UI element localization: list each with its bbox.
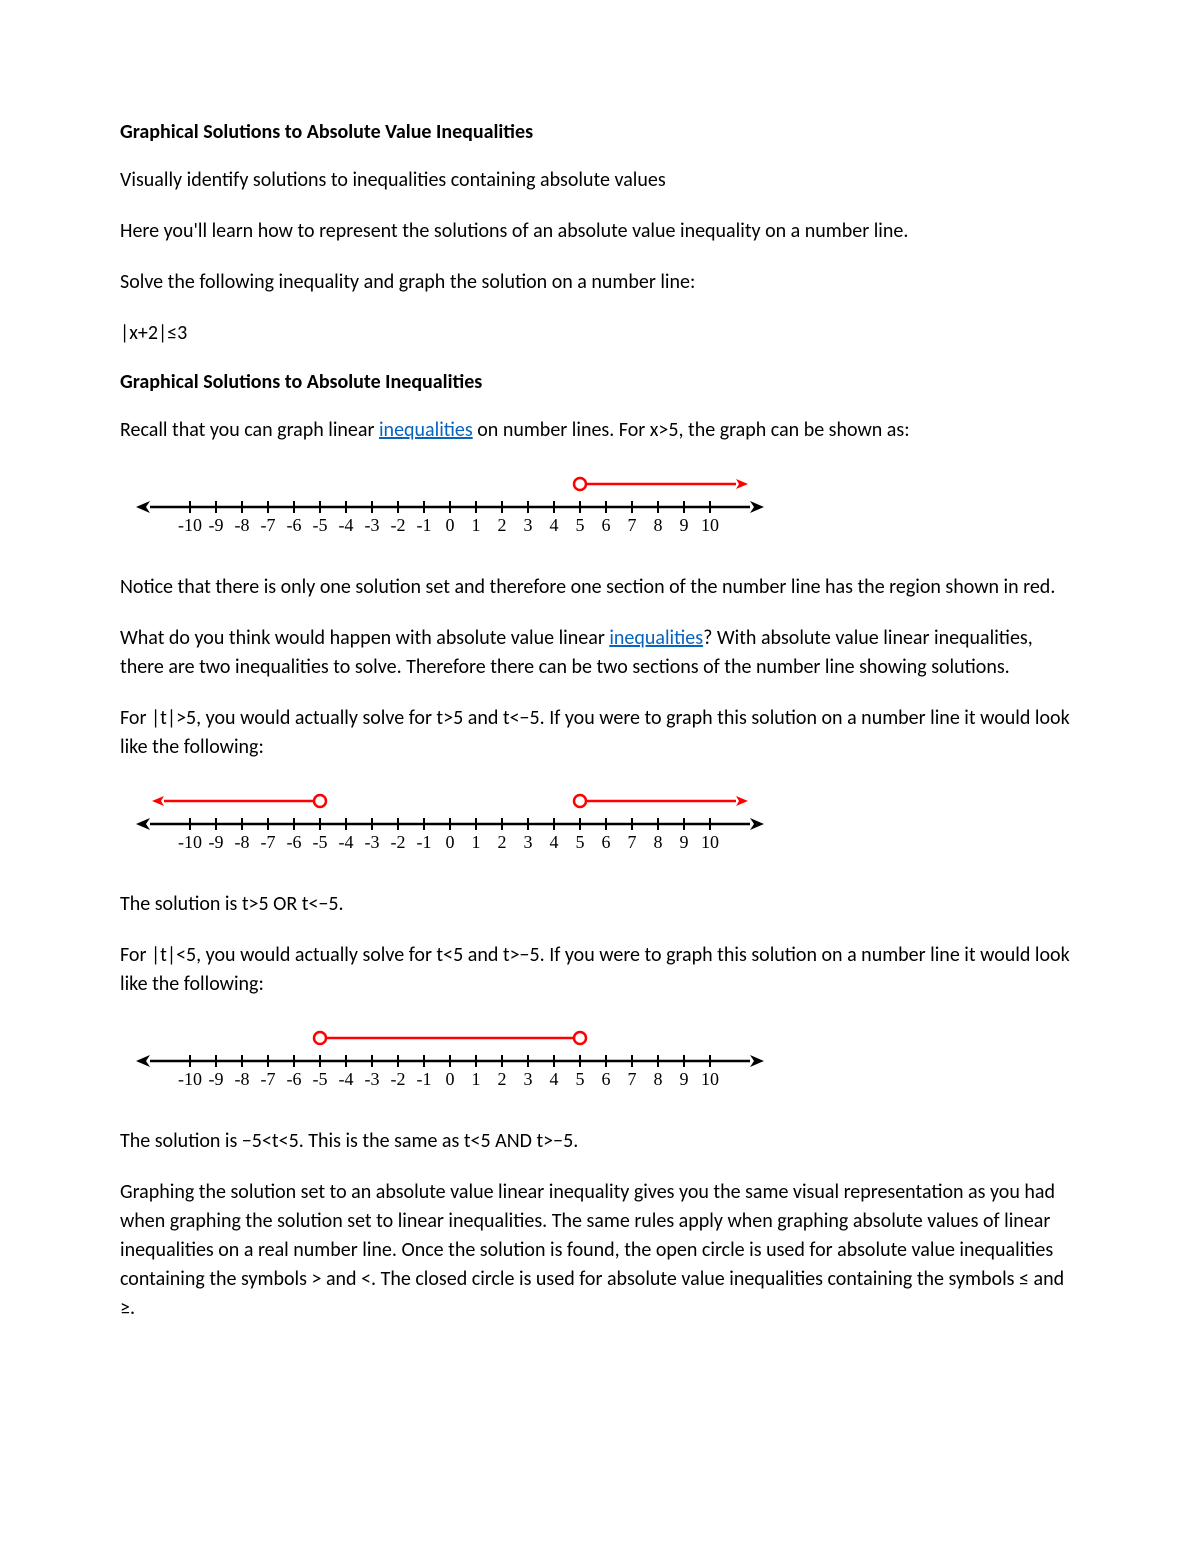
svg-text:2: 2 xyxy=(498,515,507,535)
svg-text:-7: -7 xyxy=(261,832,276,852)
svg-text:5: 5 xyxy=(576,515,585,535)
svg-text:-3: -3 xyxy=(365,832,380,852)
svg-text:8: 8 xyxy=(654,515,663,535)
svg-text:9: 9 xyxy=(680,515,689,535)
svg-text:2: 2 xyxy=(498,1069,507,1089)
text-fragment: on number lines. For x>5, the graph can … xyxy=(473,418,910,442)
svg-text:3: 3 xyxy=(524,832,533,852)
paragraph: Here you'll learn how to represent the s… xyxy=(120,217,1080,246)
paragraph: Notice that there is only one solution s… xyxy=(120,573,1080,602)
svg-text:-5: -5 xyxy=(313,832,328,852)
svg-text:3: 3 xyxy=(524,515,533,535)
svg-text:-1: -1 xyxy=(417,515,432,535)
svg-text:4: 4 xyxy=(550,515,559,535)
svg-text:10: 10 xyxy=(701,515,719,535)
svg-text:4: 4 xyxy=(550,832,559,852)
svg-text:-5: -5 xyxy=(313,515,328,535)
svg-text:6: 6 xyxy=(602,515,611,535)
svg-text:1: 1 xyxy=(472,832,481,852)
paragraph: For |t|<5, you would actually solve for … xyxy=(120,941,1080,999)
paragraph: The solution is t>5 OR t<−5. xyxy=(120,890,1080,919)
svg-text:9: 9 xyxy=(680,1069,689,1089)
svg-text:-8: -8 xyxy=(235,832,250,852)
svg-text:-8: -8 xyxy=(235,515,250,535)
svg-text:7: 7 xyxy=(628,832,637,852)
paragraph: Visually identify solutions to inequalit… xyxy=(120,166,1080,195)
link-inequalities[interactable]: inequalities xyxy=(379,418,473,442)
text-fragment: Recall that you can graph linear xyxy=(120,418,379,442)
svg-text:-10: -10 xyxy=(178,1069,202,1089)
svg-text:4: 4 xyxy=(550,1069,559,1089)
paragraph: The solution is −5<t<5. This is the same… xyxy=(120,1127,1080,1156)
svg-text:-9: -9 xyxy=(209,515,224,535)
svg-text:-9: -9 xyxy=(209,832,224,852)
svg-text:1: 1 xyxy=(472,1069,481,1089)
svg-text:10: 10 xyxy=(701,1069,719,1089)
link-inequalities[interactable]: inequalities xyxy=(609,626,703,650)
svg-text:5: 5 xyxy=(576,1069,585,1089)
svg-text:9: 9 xyxy=(680,832,689,852)
svg-text:-2: -2 xyxy=(391,515,406,535)
svg-text:-10: -10 xyxy=(178,832,202,852)
svg-text:0: 0 xyxy=(446,515,455,535)
svg-text:10: 10 xyxy=(701,832,719,852)
svg-text:0: 0 xyxy=(446,832,455,852)
svg-text:-9: -9 xyxy=(209,1069,224,1089)
svg-text:1: 1 xyxy=(472,515,481,535)
svg-text:7: 7 xyxy=(628,1069,637,1089)
numberline-graph-1: -10-9-8-7-6-5-4-3-2-1012345678910 xyxy=(120,467,1080,537)
paragraph: Recall that you can graph linear inequal… xyxy=(120,416,1080,445)
svg-text:-4: -4 xyxy=(339,1069,354,1089)
svg-text:-6: -6 xyxy=(287,1069,302,1089)
svg-text:-2: -2 xyxy=(391,832,406,852)
svg-text:-1: -1 xyxy=(417,1069,432,1089)
document-page: Graphical Solutions to Absolute Value In… xyxy=(0,0,1200,1425)
svg-text:-10: -10 xyxy=(178,515,202,535)
svg-text:-7: -7 xyxy=(261,515,276,535)
numberline-graph-3: -10-9-8-7-6-5-4-3-2-1012345678910 xyxy=(120,1021,1080,1091)
svg-text:-8: -8 xyxy=(235,1069,250,1089)
heading-1: Graphical Solutions to Absolute Value In… xyxy=(120,120,1080,144)
svg-text:-5: -5 xyxy=(313,1069,328,1089)
paragraph: Graphing the solution set to an absolute… xyxy=(120,1178,1080,1323)
svg-text:2: 2 xyxy=(498,832,507,852)
svg-text:8: 8 xyxy=(654,832,663,852)
svg-text:-2: -2 xyxy=(391,1069,406,1089)
svg-text:-1: -1 xyxy=(417,832,432,852)
svg-text:-3: -3 xyxy=(365,515,380,535)
svg-text:5: 5 xyxy=(576,832,585,852)
svg-text:-4: -4 xyxy=(339,515,354,535)
svg-text:-6: -6 xyxy=(287,515,302,535)
numberline-graph-2: -10-9-8-7-6-5-4-3-2-1012345678910 xyxy=(120,784,1080,854)
paragraph: What do you think would happen with abso… xyxy=(120,624,1080,682)
svg-text:8: 8 xyxy=(654,1069,663,1089)
svg-text:6: 6 xyxy=(602,832,611,852)
heading-2: Graphical Solutions to Absolute Inequali… xyxy=(120,370,1080,394)
paragraph: For |t|>5, you would actually solve for … xyxy=(120,704,1080,762)
svg-text:6: 6 xyxy=(602,1069,611,1089)
inequality-expression: |x+2|≤3 xyxy=(120,319,1080,348)
svg-text:3: 3 xyxy=(524,1069,533,1089)
svg-text:-6: -6 xyxy=(287,832,302,852)
text-fragment: What do you think would happen with abso… xyxy=(120,626,609,650)
paragraph: Solve the following inequality and graph… xyxy=(120,268,1080,297)
svg-text:0: 0 xyxy=(446,1069,455,1089)
svg-text:-4: -4 xyxy=(339,832,354,852)
svg-text:-3: -3 xyxy=(365,1069,380,1089)
svg-text:-7: -7 xyxy=(261,1069,276,1089)
svg-text:7: 7 xyxy=(628,515,637,535)
